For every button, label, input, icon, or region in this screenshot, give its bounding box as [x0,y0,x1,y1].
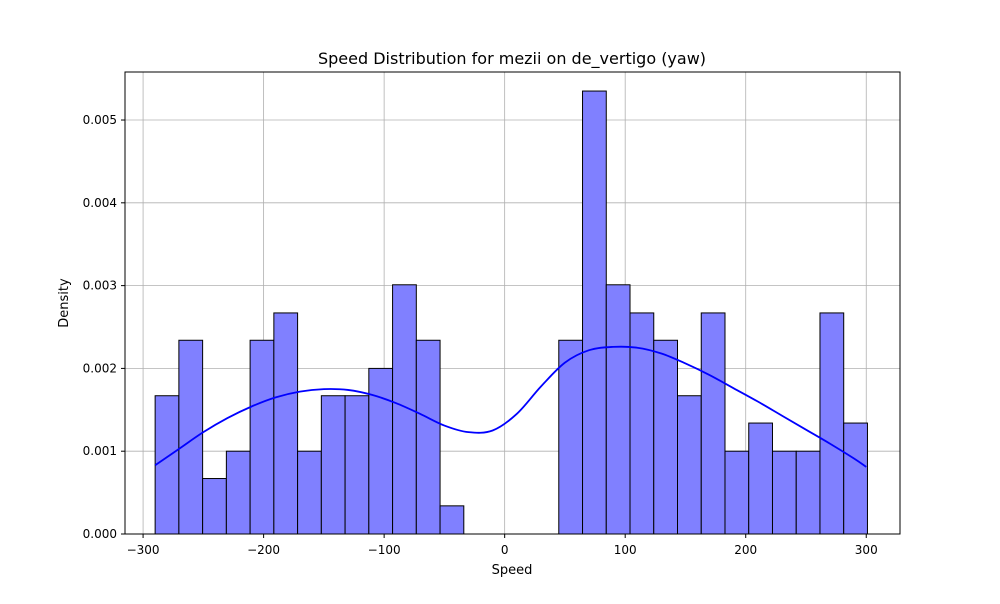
histogram-bar [178,339,204,535]
y-tick-label: 0.005 [83,113,117,127]
histogram-bar [771,450,797,535]
x-axis-label: Speed [492,563,533,578]
histogram-bar [273,312,299,535]
histogram-bar [724,450,750,535]
histogram-bar [368,367,394,535]
axes-frame [124,71,901,535]
histogram-bar [154,395,180,535]
y-tick-label: 0.002 [83,361,117,375]
y-tick-label: 0.001 [83,444,117,458]
x-tick-label: 0 [501,543,509,557]
histogram-bar [320,395,346,535]
histogram-bar [225,450,251,535]
histogram-bar [392,284,417,535]
histogram-bar [700,312,726,535]
histogram-bar [795,450,821,535]
x-tick-label: 200 [734,543,757,557]
y-axis-ticks: 0.000 0.001 0.002 0.003 0.004 0.005 [83,113,125,541]
histogram-bar [653,339,679,535]
kde-curve [154,345,867,468]
histogram-bar [582,90,607,535]
histogram-bar [202,478,227,535]
histogram-bar [344,395,370,535]
y-axis-label: Density [57,278,72,328]
y-tick-label: 0.003 [83,279,117,293]
histogram-bar [415,339,441,535]
x-tick-label: −300 [127,543,160,557]
histogram-bar [629,312,655,535]
histogram-bar [677,395,702,535]
histogram-bar [439,505,465,535]
histogram-bar [605,284,631,535]
x-tick-label: 300 [855,543,878,557]
y-tick-label: 0.000 [83,527,117,541]
histogram-bar [819,312,845,535]
histogram-bar [297,450,322,535]
plot-area-border [124,71,901,535]
x-tick-label: −100 [368,543,401,557]
histogram-bar [843,422,868,535]
histogram-bar [558,339,584,535]
kde-curve-group [154,345,867,468]
x-tick-label: −200 [247,543,280,557]
histogram-bars [154,90,868,535]
x-axis-ticks: −300 −200 −100 0 100 200 300 [127,534,878,557]
histogram-bar [249,339,275,535]
chart-title: Speed Distribution for mezii on de_verti… [318,49,706,69]
y-tick-label: 0.004 [83,196,117,210]
x-tick-label: 100 [614,543,637,557]
histogram-bar [748,422,773,535]
